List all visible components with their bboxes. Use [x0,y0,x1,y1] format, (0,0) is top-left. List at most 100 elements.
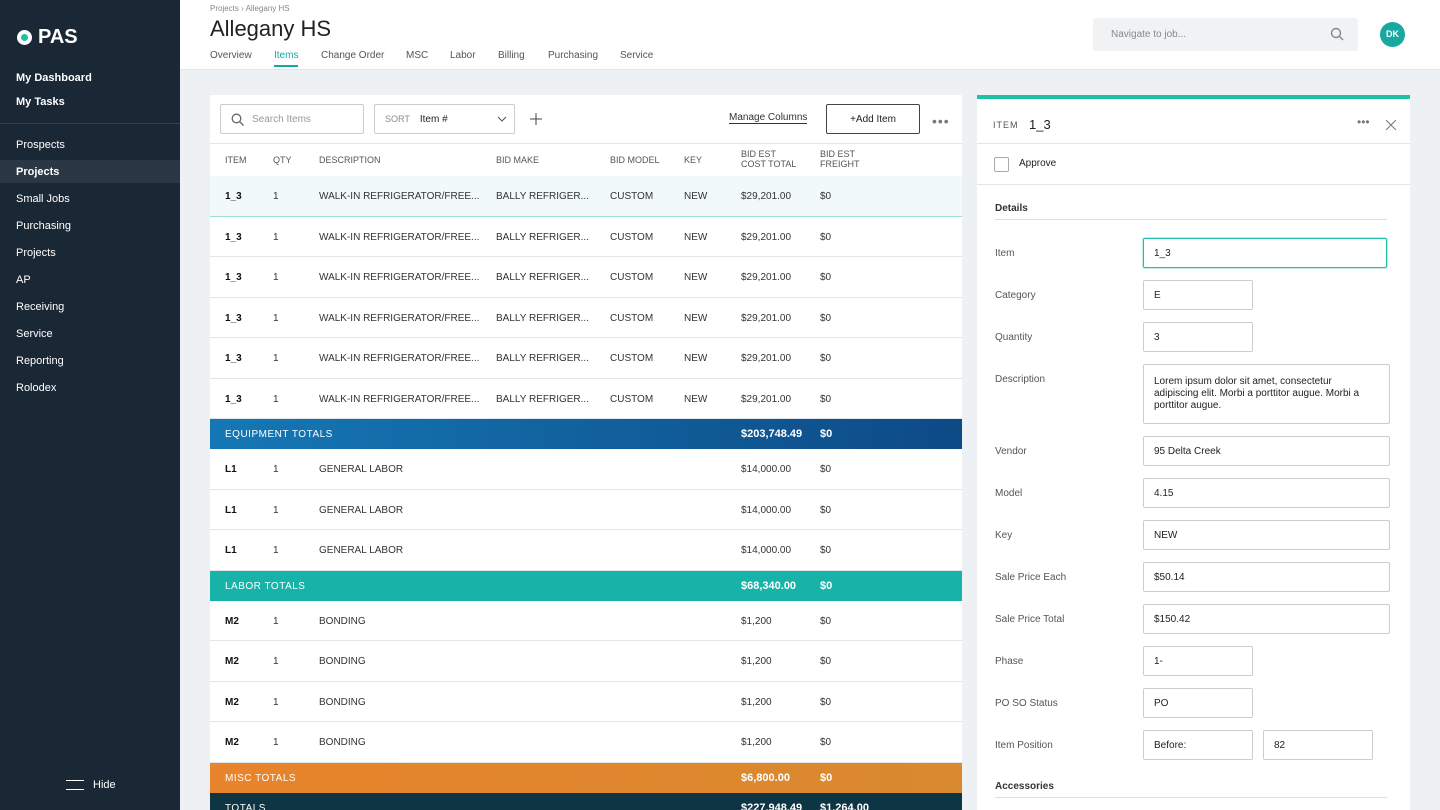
close-icon[interactable] [1386,120,1396,130]
cell: $0 [820,615,832,627]
tab[interactable]: Labor [450,50,476,61]
totals-cell: $1,264.00 [820,801,869,810]
job-search[interactable]: Navigate to job... [1093,18,1358,51]
item-search[interactable]: Search Items [220,104,364,134]
divider [995,797,1387,798]
field-label: Category [995,290,1036,301]
cell: NEW [684,272,708,283]
totals-cell: $203,748.49 [741,428,803,440]
totals-cell: $227,948.49 [741,801,803,810]
text-input[interactable]: Lorem ipsum dolor sit amet, consectetur … [1143,364,1390,424]
hide-button[interactable]: Hide [93,779,116,791]
nav-link[interactable]: Projects [16,166,60,178]
cell: $0 [820,191,832,202]
cell: $0 [820,656,832,667]
divider [995,219,1387,220]
nav-link[interactable]: My Tasks [16,96,65,108]
cell: $29,201.00 [741,191,792,202]
cell: WALK-IN REFRIGERATOR/FREE... [319,312,480,324]
hide-icon [66,780,84,790]
field-label: Vendor [995,446,1027,457]
cell: WALK-IN REFRIGERATOR/FREE... [319,393,480,405]
table-row[interactable]: M2 1 BONDING $1,200 $0 [210,722,962,763]
column-header: QTY [273,155,292,165]
cell: NEW [684,312,708,324]
totals-cell: $68,340.00 [741,579,797,592]
more-icon[interactable]: ••• [932,113,950,129]
text-input[interactable]: 4.15 [1143,478,1390,508]
cell: 1 [273,504,279,516]
manage-columns[interactable]: Manage Columns [729,112,808,124]
crumb[interactable]: Projects [210,4,239,13]
cell: 1 [273,464,279,475]
table-row[interactable]: M2 1 BONDING $1,200 $0 [210,601,962,641]
nav-link[interactable]: Purchasing [16,220,72,232]
text-input[interactable]: $150.42 [1143,604,1390,634]
nav-link[interactable]: My Dashboard [16,72,92,84]
nav-link[interactable]: Prospects [16,139,65,151]
approve-checkbox[interactable] [994,157,1009,172]
add-column-icon[interactable] [530,113,542,125]
nav-link[interactable]: Receiving [16,301,65,313]
table-row[interactable]: 1_3 1 WALK-IN REFRIGERATOR/FREE... BALLY RE… [210,298,962,338]
cell: NEW [684,353,708,364]
more-icon[interactable]: ••• [1357,115,1370,129]
cell: BONDING [319,615,366,627]
text-input[interactable]: NEW [1143,520,1390,550]
avatar[interactable]: DK [1380,22,1405,47]
tab[interactable]: Overview [210,50,252,61]
tab[interactable]: Purchasing [548,50,599,61]
table-row[interactable]: L1 1 GENERAL LABOR $14,000.00 $0 [210,530,962,571]
table-row[interactable]: 1_3 1 WALK-IN REFRIGERATOR/FREE... BALLY RE… [210,338,962,379]
table-row[interactable]: L1 1 GENERAL LABOR $14,000.00 $0 [210,490,962,530]
text-input[interactable]: 82 [1263,730,1373,760]
sort-select[interactable]: SORT Item # [374,104,515,134]
cell: CUSTOM [610,312,654,324]
tab[interactable]: Service [620,50,654,61]
items-table-card: Search Items SORT Item # Manage Columns +… [210,95,962,810]
cell: 1 [273,737,279,748]
logo: PAS [38,26,78,48]
tab[interactable]: MSC [406,50,429,61]
nav-link[interactable]: Service [16,328,53,340]
table-row[interactable]: 1_3 1 WALK-IN REFRIGERATOR/FREE... BALLY RE… [210,257,962,298]
text-input[interactable]: 95 Delta Creek [1143,436,1390,466]
totals-cell: EQUIPMENT TOTALS [225,429,333,440]
table-row[interactable]: 1_3 1 WALK-IN REFRIGERATOR/FREE... BALLY RE… [210,217,962,257]
tab[interactable]: Change Order [321,50,385,61]
cell: GENERAL LABOR [319,545,404,556]
table-row[interactable]: 1_3 1 WALK-IN REFRIGERATOR/FREE... BALLY RE… [210,176,962,217]
text-input[interactable]: E [1143,280,1253,310]
cell: M2 [225,737,239,748]
cell: 1 [273,615,279,627]
nav-link[interactable]: Small Jobs [16,193,70,205]
nav-link[interactable]: Reporting [16,355,64,367]
nav-link[interactable]: Rolodex [16,382,57,394]
add-item-button[interactable]: + Add Item [826,104,920,134]
cell: BONDING [319,737,366,748]
text-input[interactable]: $50.14 [1143,562,1390,592]
table-row[interactable]: 1_3 1 WALK-IN REFRIGERATOR/FREE... BALLY RE… [210,379,962,419]
text-input[interactable]: Before: [1143,730,1253,760]
cell: CUSTOM [610,272,654,283]
table-row[interactable]: M2 1 BONDING $1,200 $0 [210,641,962,682]
cell: 1_3 [225,191,242,202]
text-input[interactable]: 3 [1143,322,1253,352]
nav-link[interactable]: AP [16,274,31,286]
tab[interactable]: Billing [498,50,525,61]
totals-cell: $6,800.00 [741,771,790,784]
nav-link[interactable]: Projects [16,247,56,259]
text-input[interactable]: 1- [1143,646,1253,676]
text-input[interactable]: 1_3 [1143,238,1387,268]
tab[interactable]: Items [274,50,299,67]
cell: BONDING [319,656,366,667]
cell: L1 [225,545,237,556]
cell: BALLY REFRIGER... [496,272,589,283]
cell: $1,200 [741,696,772,708]
table-row[interactable]: L1 1 GENERAL LABOR $14,000.00 $0 [210,449,962,490]
table-row[interactable]: M2 1 BONDING $1,200 $0 [210,682,962,722]
placeholder: Search Items [252,113,311,125]
text-input[interactable]: PO [1143,688,1253,718]
field-label: Model [995,488,1023,499]
